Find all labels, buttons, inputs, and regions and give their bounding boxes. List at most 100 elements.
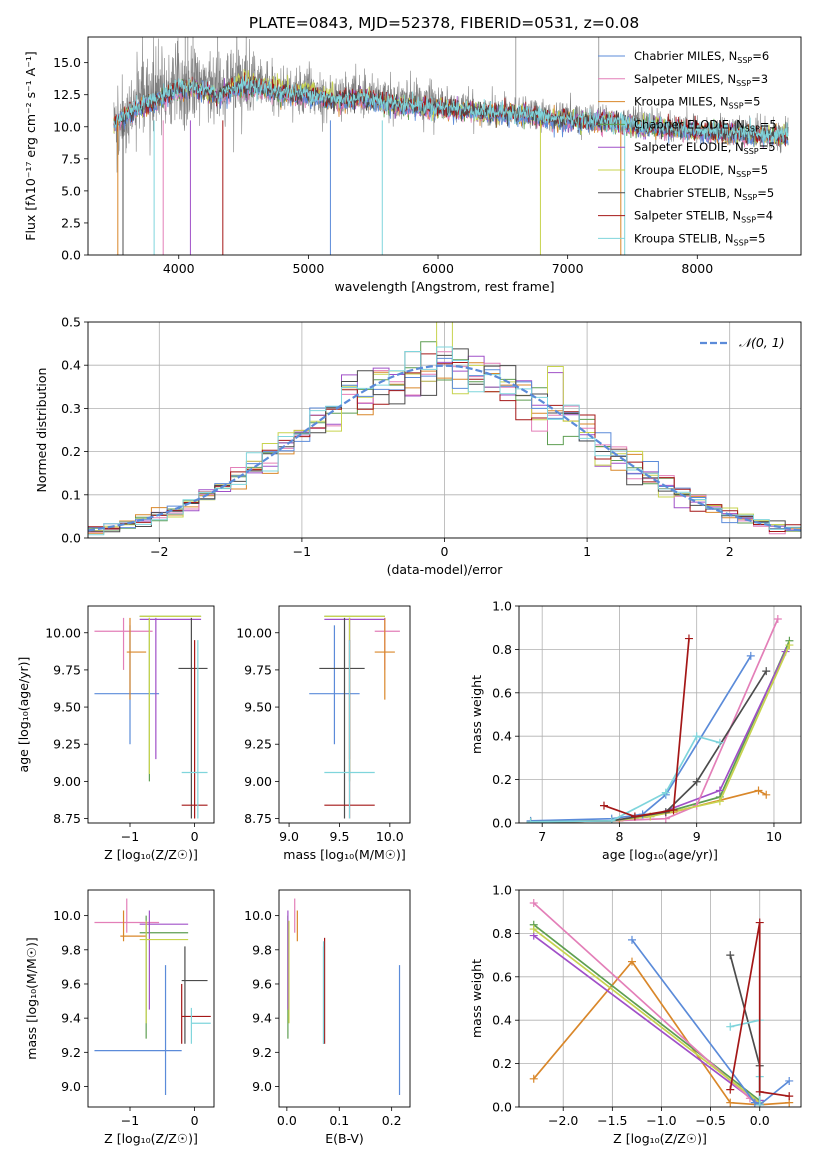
y-tick-label: 9.8 <box>61 942 81 957</box>
y-tick-label: 0.5 <box>61 315 81 330</box>
weight-marker <box>785 641 794 650</box>
weight-series-7 <box>603 638 690 818</box>
x-axis-label: E(B-V) <box>325 1131 364 1146</box>
x-tick-label: 9 <box>693 829 701 844</box>
weight-marker <box>607 816 616 823</box>
legend-subscript: SSP <box>742 193 757 202</box>
weight-marker <box>726 951 735 960</box>
x-tick-label: 4000 <box>163 261 195 276</box>
x-tick-label: 8 <box>615 829 623 844</box>
plot-area <box>113 37 789 255</box>
x-axis-label: (data-model)/error <box>387 562 504 577</box>
x-tick-label: 10.0 <box>376 829 404 844</box>
weight-marker <box>669 805 678 814</box>
panel-spectrum: 4000 5000 6000 7000 8000 0.0 2.5 5.0 7.5 10.0 12.5… <box>23 36 802 294</box>
x-tick-label: 0.2 <box>382 1113 402 1128</box>
weight-marker <box>715 738 724 747</box>
weight-series-0 <box>631 939 790 1106</box>
y-tick-label: 10.0 <box>53 908 81 923</box>
weight-marker <box>773 615 782 624</box>
y-tick-label: 9.8 <box>252 942 272 957</box>
x-tick-label: 9.5 <box>330 829 350 844</box>
weight-marker <box>630 812 639 821</box>
y-tick-label: 15.0 <box>53 55 81 70</box>
legend-entry: Salpeter ELODIE, NSSP=5 <box>634 140 776 156</box>
legend-text: Kroupa MILES, N <box>634 95 729 109</box>
y-tick-label: 0.2 <box>492 772 512 787</box>
panel-weight_vs_age: 7 8 9 10 0.0 0.2 0.4 0.6 0.8 1.0 age [log₁₀(age/yr… <box>469 599 802 862</box>
panel-mass_vs_ebv: 0.0 0.1 0.2 9.0 9.2 9.4 9.6 9.8 10.0 E(B-V) <box>244 889 411 1146</box>
y-tick-label: 0.4 <box>492 729 512 744</box>
weight-marker <box>785 1092 794 1101</box>
y-axis-label: mass weight <box>469 675 484 754</box>
y-tick-label: 8.75 <box>244 811 272 826</box>
panel-age_vs_mass: 9.0 9.5 10.0 8.75 9.00 9.25 9.50 9.75 10.00 mass … <box>236 605 411 862</box>
panel-mass_vs_Z: −1 0 9.0 9.2 9.4 9.6 9.8 10.0 Z [log₁₀(Z/Z☉)] mas… <box>24 889 215 1146</box>
legend-text: Kroupa STELIB, N <box>634 231 734 245</box>
legend-entry: Chabrier STELIB, NSSP=5 <box>634 186 774 202</box>
y-tick-label: 0.4 <box>492 1013 512 1028</box>
weight-marker <box>715 786 724 795</box>
weight-marker <box>529 1074 538 1083</box>
y-tick-label: 9.2 <box>252 1045 272 1060</box>
x-tick-label: 0 <box>191 1113 199 1128</box>
legend-subscript: SSP <box>729 102 744 111</box>
x-tick-label: −1 <box>293 544 311 559</box>
x-tick-label: 0.0 <box>277 1113 297 1128</box>
y-axis-label: mass weight <box>469 959 484 1038</box>
y-tick-label: 9.6 <box>252 976 272 991</box>
x-tick-label: −1 <box>121 829 139 844</box>
y-tick-label: 12.5 <box>53 87 81 102</box>
weight-series-3 <box>533 924 761 1105</box>
y-tick-label: 9.2 <box>61 1045 81 1060</box>
legend-subscript: SSP <box>744 147 759 156</box>
y-tick-label: 0.6 <box>492 969 512 984</box>
y-tick-label: 9.4 <box>252 1011 272 1026</box>
x-tick-label: 10 <box>766 829 782 844</box>
y-tick-label: 0.3 <box>61 401 81 416</box>
legend-value: =5 <box>744 95 761 109</box>
axes-frame <box>87 321 802 539</box>
x-tick-label: 5000 <box>292 261 324 276</box>
legend-entry: Kroupa ELODIE, NSSP=5 <box>634 163 768 179</box>
weight-marker <box>762 667 771 676</box>
plot-area <box>309 615 400 819</box>
legend-entry: 𝒩(0, 1) <box>739 335 785 350</box>
weight-marker <box>726 1022 735 1031</box>
model-spectrum-8 <box>113 75 789 146</box>
x-tick-label: 2 <box>726 544 734 559</box>
legend-entry: Kroupa STELIB, NSSP=5 <box>634 231 765 247</box>
legend-subscript: SSP <box>745 124 760 133</box>
y-tick-label: 2.5 <box>61 215 81 230</box>
panel-residuals: −2 −1 0 1 2 0.0 0.1 0.2 0.3 0.4 0.5 (data-model)/er… <box>34 315 802 577</box>
y-tick-label: 1.0 <box>492 599 512 614</box>
residual-histogram-1 <box>88 351 801 535</box>
weight-marker <box>529 899 538 908</box>
panel-age_vs_Z: −1 0 8.75 9.00 9.25 9.50 9.75 10.00 Z [log₁₀(Z/Z… <box>16 605 215 862</box>
legend-value: =4 <box>756 209 773 223</box>
y-tick-label: 0.1 <box>61 487 81 502</box>
weight-marker <box>692 777 701 786</box>
y-tick-label: 9.50 <box>244 700 272 715</box>
weight-marker <box>755 918 764 927</box>
weight-marker <box>692 732 701 741</box>
axes-frame <box>518 605 802 824</box>
weight-marker <box>726 1085 735 1094</box>
weight-marker <box>661 788 670 797</box>
legend-entry: Chabrier MILES, NSSP=6 <box>634 49 769 65</box>
weight-series-7 <box>729 922 790 1098</box>
y-tick-label: 7.5 <box>61 151 81 166</box>
weight-marker <box>684 634 693 643</box>
y-tick-label: 9.6 <box>61 976 81 991</box>
legend-entry: Salpeter STELIB, NSSP=4 <box>634 209 773 225</box>
y-axis-label: mass [log₁₀(M/M☉)] <box>24 937 39 1059</box>
x-tick-label: −1 <box>121 1113 139 1128</box>
x-tick-label: 9.0 <box>279 829 299 844</box>
weight-marker <box>526 817 535 823</box>
weight-marker <box>627 935 636 944</box>
legend-subscript: SSP <box>736 170 751 179</box>
y-tick-label: 0.6 <box>492 685 512 700</box>
y-tick-label: 0.0 <box>61 531 81 546</box>
x-tick-label: 0.1 <box>329 1113 349 1128</box>
